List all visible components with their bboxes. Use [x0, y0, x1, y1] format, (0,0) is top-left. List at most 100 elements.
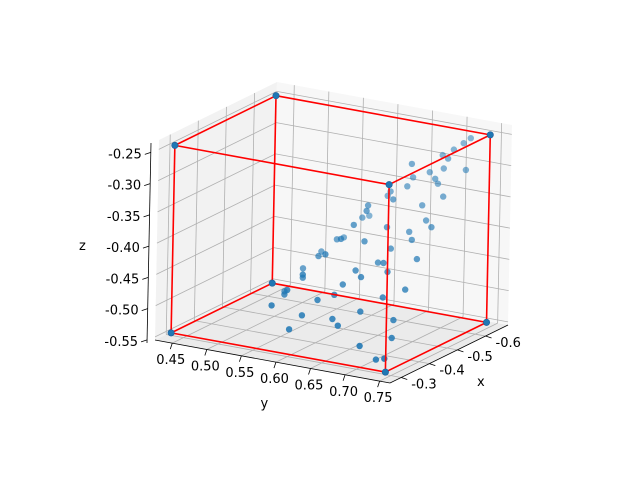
box-edge-8 — [271, 95, 277, 284]
z-tickmark-6 — [140, 339, 148, 343]
y-grid-back-5 — [462, 116, 468, 317]
y-tickmark-2 — [239, 355, 242, 362]
y-grid-floor-0 — [172, 284, 291, 344]
z-tick-label-3: -0.40 — [106, 241, 140, 256]
z-grid-back-2 — [275, 153, 511, 198]
box-edge-11 — [384, 184, 390, 373]
data-point-40 — [337, 235, 345, 243]
z-tick-label-2: -0.35 — [107, 210, 141, 225]
x-grid-floor-0 — [250, 292, 486, 337]
y-grid-floor-5 — [344, 316, 464, 376]
box-edge-7 — [174, 144, 390, 186]
gridlines — [154, 85, 512, 382]
z-grid-back-1 — [276, 122, 512, 167]
data-point-14 — [434, 180, 442, 187]
data-point-41 — [413, 255, 421, 263]
z-tick-label-5: -0.50 — [105, 304, 139, 319]
data-point-46 — [322, 251, 329, 258]
y-grid-back-6 — [497, 123, 503, 324]
x-grid-floor-3 — [166, 334, 402, 378]
y-tickmark-0 — [169, 343, 173, 350]
x-tickmark-1 — [457, 349, 464, 353]
data-point-10 — [426, 169, 433, 176]
data-point-53 — [379, 294, 386, 301]
box-corner-011 — [486, 131, 494, 139]
data-point-65 — [372, 356, 380, 363]
data-point-56 — [390, 316, 397, 324]
data-point-30 — [428, 224, 435, 231]
data-point-48 — [339, 281, 346, 288]
y-axis-label: y — [261, 397, 269, 412]
box-edge-10 — [485, 134, 492, 323]
x-tick-label-1: -0.5 — [467, 350, 492, 365]
data-point-23 — [440, 193, 447, 200]
z-grid-back-5 — [273, 247, 509, 292]
x-tickmark-3 — [401, 377, 408, 380]
data-point-6 — [467, 135, 474, 142]
x-grid-wall-0 — [250, 93, 255, 294]
z-tickmark-0 — [144, 151, 151, 155]
x-grid-wall-1 — [222, 106, 227, 307]
data-point-26 — [406, 228, 413, 235]
box-corner-010 — [483, 318, 491, 326]
y-axis-line — [154, 339, 391, 384]
x-tickmark-2 — [429, 363, 436, 367]
z-tickmark-1 — [144, 183, 151, 187]
data-point-4 — [460, 140, 467, 147]
y-tick-label-1: 0.50 — [191, 359, 220, 374]
y-tickmark-4 — [308, 368, 311, 375]
box-edge-0 — [170, 282, 273, 334]
box-corner-001 — [272, 92, 280, 100]
x-tickmark-0 — [485, 335, 492, 339]
z-tick-label-6: -0.55 — [104, 335, 138, 350]
box-edge-1 — [385, 321, 487, 373]
box-corner-111 — [385, 181, 393, 189]
y-tick-label-3: 0.60 — [260, 372, 289, 387]
data-point-18 — [432, 175, 439, 182]
back-pane — [273, 82, 512, 325]
y-grid-back-3 — [393, 104, 399, 305]
data-point-37 — [315, 252, 322, 260]
box-corner-101 — [171, 141, 179, 149]
y-grid-floor-3 — [275, 303, 395, 363]
y-tickmark-6 — [377, 380, 381, 388]
y-tick-label-0: 0.45 — [156, 353, 185, 368]
data-point-32 — [383, 224, 391, 231]
data-point-63 — [285, 326, 293, 333]
data-point-60 — [298, 312, 306, 319]
x-grid-wall-3 — [165, 134, 171, 335]
z-tick-label-1: -0.30 — [108, 179, 142, 194]
y-grid-floor-6 — [379, 322, 498, 382]
data-point-33 — [299, 265, 307, 272]
z-grid-back-0 — [276, 90, 512, 135]
data-point-21 — [359, 214, 366, 221]
data-point-64 — [334, 322, 341, 329]
data-point-58 — [357, 308, 364, 315]
axis-panes — [155, 82, 512, 383]
box-edge-5 — [170, 332, 386, 373]
x-axis-label: x — [477, 375, 485, 390]
z-grid-left-1 — [158, 122, 277, 181]
data-point-27 — [364, 202, 372, 209]
data-point-45 — [380, 259, 387, 267]
bounding-box — [167, 92, 494, 376]
x-tick-label-0: -0.6 — [496, 336, 521, 351]
data-point-35 — [408, 236, 415, 244]
data-point-61 — [388, 334, 395, 342]
box-edge-6 — [275, 94, 491, 136]
floor-pane — [155, 282, 508, 383]
data-point-13 — [409, 174, 417, 181]
z-tick-label-0: -0.25 — [108, 147, 142, 162]
data-point-15 — [462, 166, 470, 174]
y-grid-floor-4 — [310, 310, 429, 369]
z-axis-label: z — [79, 239, 86, 254]
data-point-28 — [390, 196, 397, 203]
data-point-31 — [363, 207, 370, 215]
y-grid-back-1 — [324, 91, 330, 292]
data-point-55 — [314, 296, 321, 304]
data-point-19 — [408, 160, 416, 168]
data-point-52 — [299, 271, 306, 278]
data-point-39 — [361, 238, 368, 245]
y-tick-label-6: 0.75 — [364, 391, 393, 406]
